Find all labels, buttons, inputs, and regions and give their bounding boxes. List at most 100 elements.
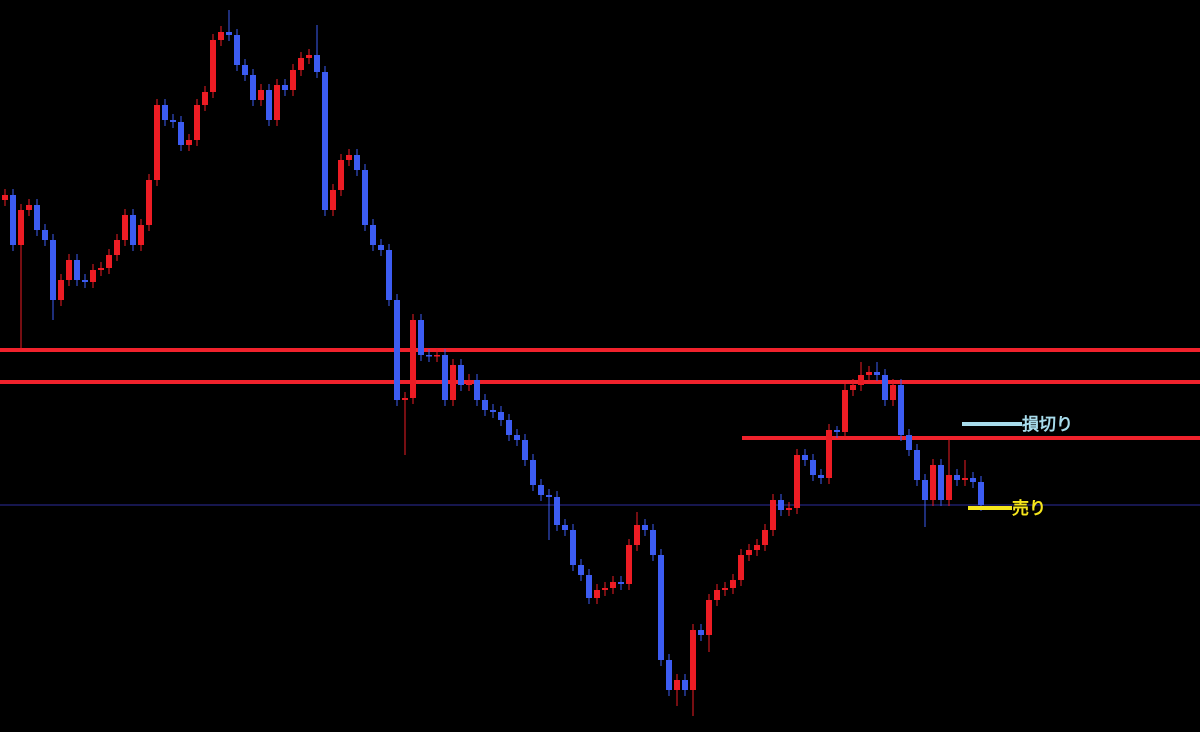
candle-body [82,280,88,282]
candle-body [298,58,304,70]
candle-body [626,545,632,584]
candle-body [634,525,640,545]
candle-body [42,230,48,240]
candle-body [162,105,168,120]
candle-body [898,385,904,435]
candle-body [514,435,520,440]
candle-body [538,485,544,495]
candle-body [442,355,448,400]
candle-body [818,475,824,478]
candle-body [370,225,376,245]
candle-body [330,190,336,210]
candle-body [498,412,504,420]
candle-body [882,375,888,400]
candle-body [378,245,384,250]
candle-body [194,105,200,140]
annotation-label: 損切り [1022,414,1073,435]
candle-body [746,550,752,555]
candle-body [618,582,624,584]
candle-body [786,508,792,510]
candle-body [26,205,32,210]
candle-body [394,300,400,400]
candle-body [2,195,8,200]
candle-body [418,320,424,355]
candle-body [570,530,576,565]
candle-body [458,365,464,385]
candle-body [146,180,152,225]
candle-body [434,355,440,357]
candle-body [850,385,856,390]
candle-body [810,460,816,475]
candle-body [466,380,472,385]
candle-body [386,250,392,300]
candle-body [546,495,552,497]
candle-body [218,32,224,40]
candle-body [266,90,272,120]
candle-body [610,582,616,588]
candle-body [66,260,72,280]
candle-body [778,500,784,510]
candle-body [346,155,352,160]
candle-body [834,430,840,432]
candle-body [50,240,56,300]
candle-body [362,170,368,225]
candle-body [178,122,184,145]
candle-body [794,455,800,508]
candle-body [290,70,296,90]
candle-body [242,65,248,75]
candle-body [714,590,720,600]
candle-body [946,475,952,500]
candle-body [74,260,80,280]
candle-body [210,40,216,92]
candle-body [866,372,872,375]
candle-body [890,385,896,400]
candle-body [874,372,880,375]
candle-body [322,72,328,210]
candle-body [938,465,944,500]
candle-body [698,630,704,635]
candle-body [594,590,600,598]
candle-body [90,270,96,282]
candle-body [202,92,208,105]
candle-body [666,660,672,690]
candle-body [154,105,160,180]
candle-body [234,35,240,65]
candle-body [578,565,584,575]
candle-body [706,600,712,635]
candle-body [738,555,744,580]
candle-body [98,268,104,270]
candle-body [802,455,808,460]
candle-body [482,400,488,410]
candle-body [682,680,688,690]
annotation-label: 売り [1012,498,1046,519]
candle-body [506,420,512,435]
candle-body [858,375,864,385]
candle-body [554,497,560,525]
candle-body [642,525,648,530]
candle-body [10,195,16,245]
candle-body [914,450,920,480]
candle-body [962,478,968,480]
candle-body [650,530,656,555]
candle-body [658,555,664,660]
candle-body [338,160,344,190]
candle-body [282,85,288,90]
candle-body [250,75,256,100]
candle-body [314,55,320,72]
candle-body [186,140,192,145]
candle-body [762,530,768,545]
candle-body [490,410,496,412]
candle-body [130,215,136,245]
candle-body [602,588,608,590]
candle-body [970,478,976,482]
candle-body [730,580,736,588]
candle-body [122,215,128,240]
candle-body [170,120,176,122]
candle-body [674,680,680,690]
candle-body [410,320,416,398]
candle-body [450,365,456,400]
candle-body [906,435,912,450]
candle-body [930,465,936,500]
candle-body [58,280,64,300]
